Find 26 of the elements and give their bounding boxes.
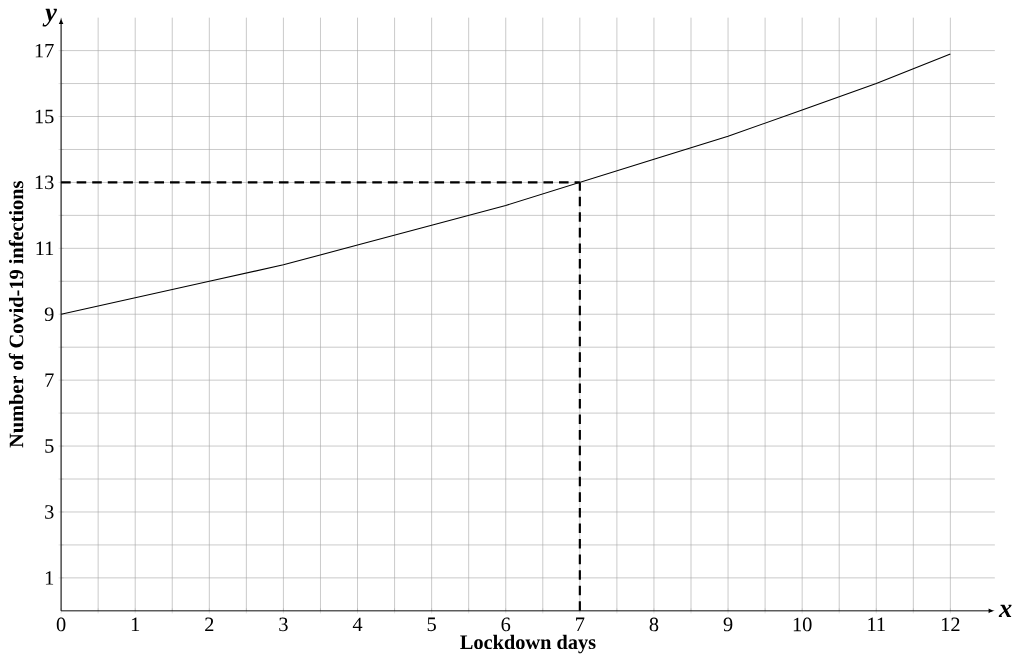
y-tick-label: 15 xyxy=(35,109,54,124)
x-tick-label: 9 xyxy=(723,617,733,632)
x-axis-title: Lockdown days xyxy=(460,634,596,654)
y-tick-label: 13 xyxy=(35,175,54,190)
x-tick-label: 2 xyxy=(205,617,214,632)
text: x xyxy=(998,604,1012,617)
x-tick-label: 7 xyxy=(576,617,585,631)
x-tick-label: 10 xyxy=(793,617,812,632)
text: y xyxy=(42,8,57,27)
y-axis-title: Number of Covid-19 infections xyxy=(8,181,24,448)
x-tick-label: 3 xyxy=(279,617,288,632)
x-tick-label: 8 xyxy=(649,617,659,632)
y-tick-label: 1 xyxy=(45,571,54,585)
x-tick-label: 6 xyxy=(501,617,511,632)
x-tick-label: 0 xyxy=(56,617,66,632)
y-tick-label: 9 xyxy=(44,307,54,322)
x-tick-label: 12 xyxy=(941,617,960,632)
x-tick-label: 4 xyxy=(352,617,363,631)
y-tick-label: 3 xyxy=(45,505,54,519)
y-tick-label: 11 xyxy=(36,241,54,256)
x-tick-label: 5 xyxy=(427,617,436,632)
x-tick-label: 11 xyxy=(868,617,885,632)
x-tick-label: 1 xyxy=(131,617,140,632)
y-tick-label: 5 xyxy=(45,439,54,453)
y-tick-label: 7 xyxy=(45,373,54,387)
y-tick-label: 17 xyxy=(35,43,54,58)
